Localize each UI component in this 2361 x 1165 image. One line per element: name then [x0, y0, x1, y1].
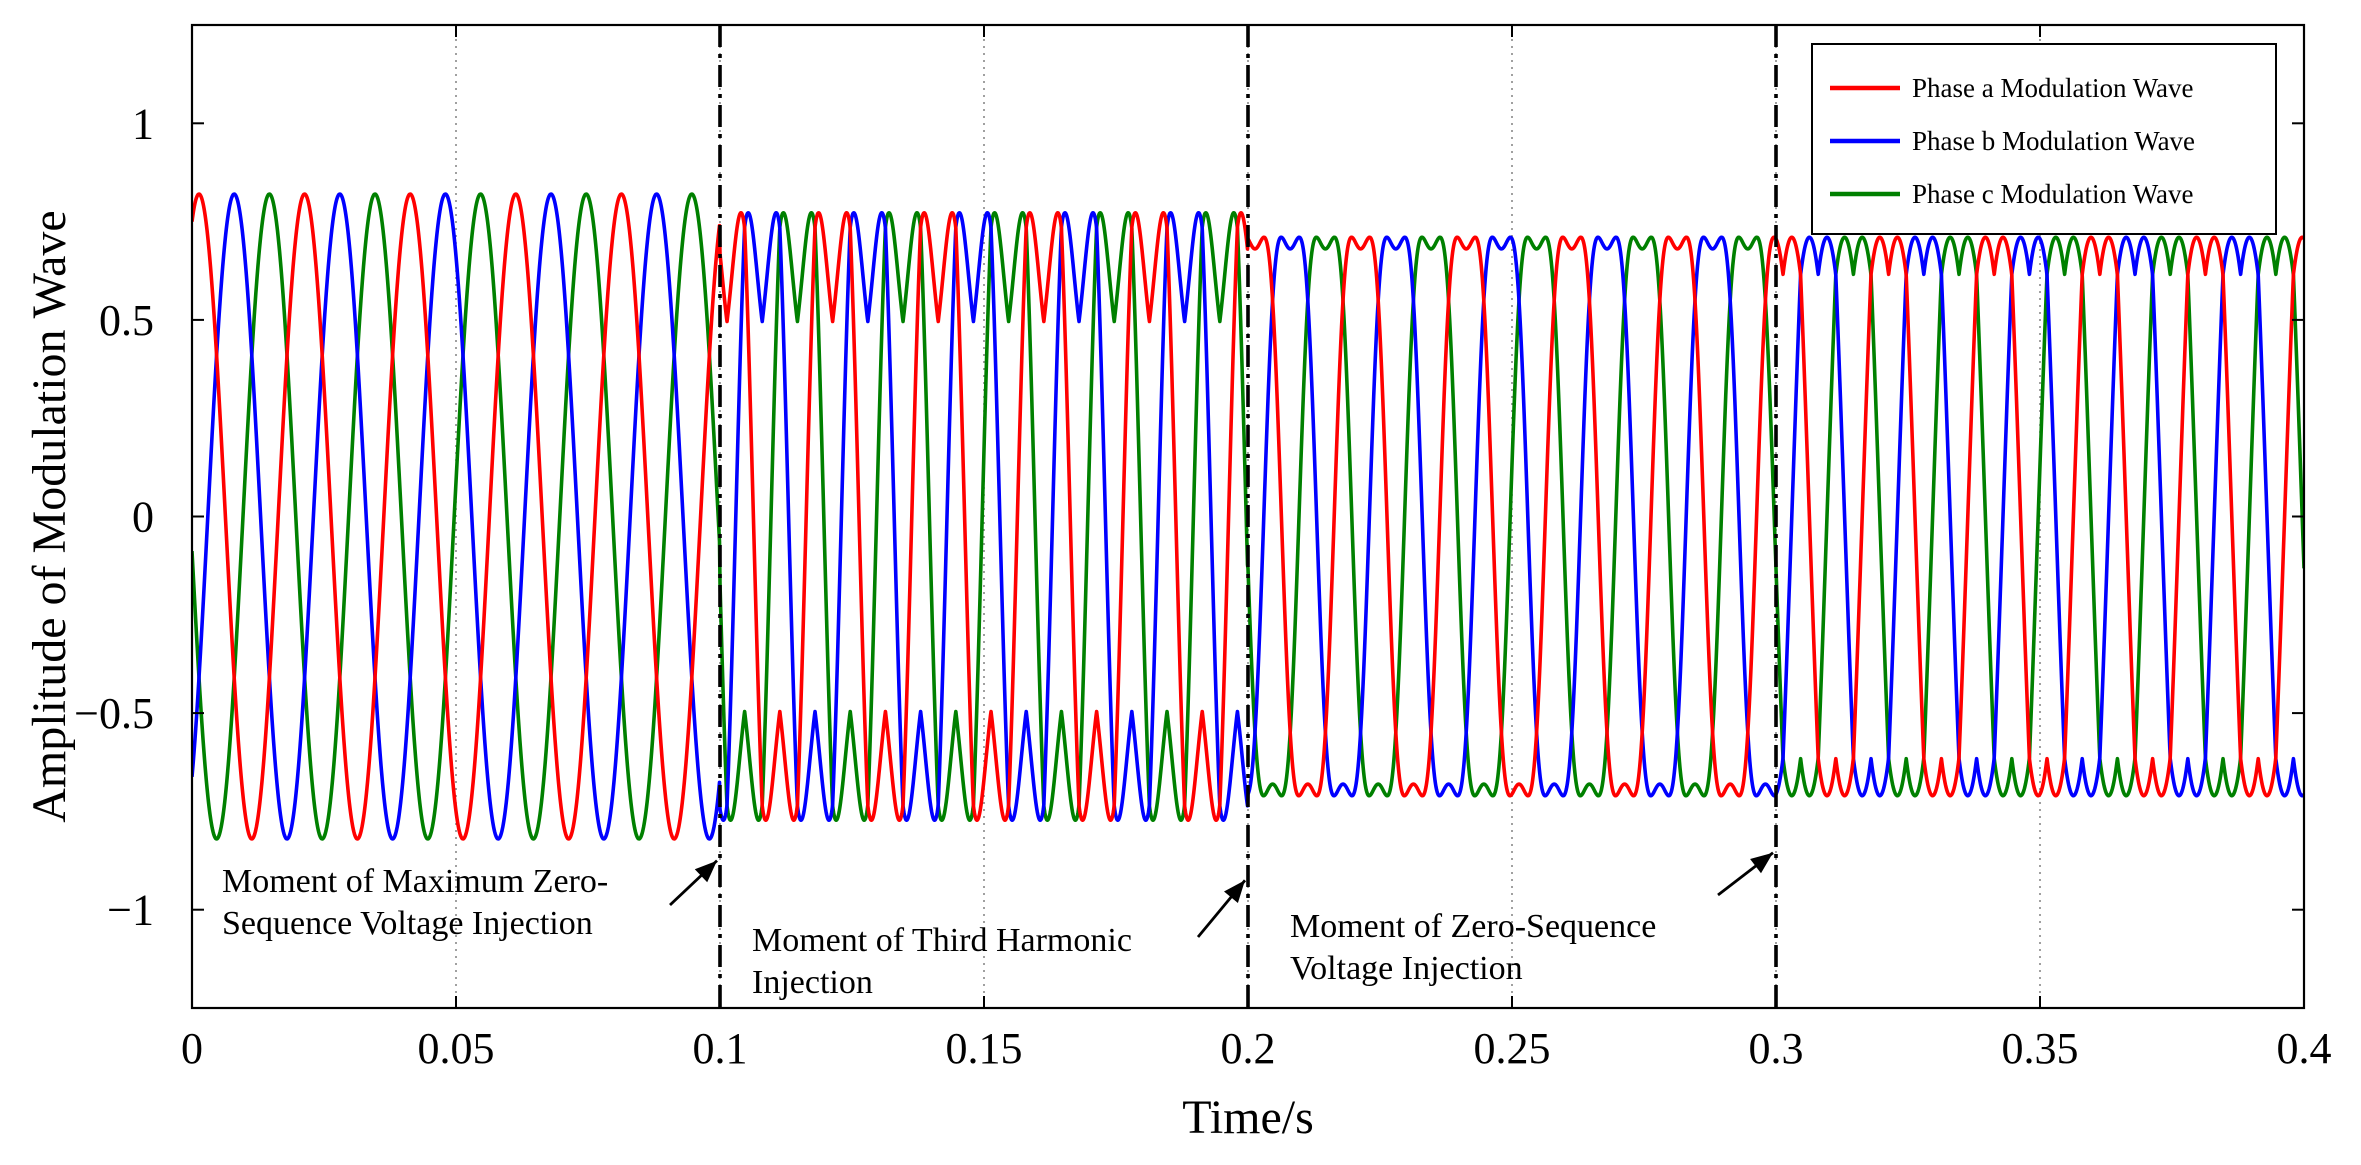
y-tick-label: 0	[132, 493, 154, 542]
x-tick-label: 0.2	[1221, 1024, 1276, 1073]
x-tick-label: 0.25	[1474, 1024, 1551, 1073]
x-tick-label: 0.35	[2002, 1024, 2079, 1073]
annotation-text: Moment of Maximum Zero-	[222, 863, 608, 900]
y-tick-label: −1	[107, 886, 154, 935]
x-tick-label: 0.05	[418, 1024, 495, 1073]
x-tick-label: 0.15	[946, 1024, 1023, 1073]
annotation-arrow-head	[1750, 852, 1773, 874]
legend-entry: Phase a Modulation Wave	[1912, 73, 2194, 103]
x-tick-label: 0.1	[693, 1024, 748, 1073]
y-tick-label: 0.5	[99, 296, 154, 345]
annotation-text: Sequence Voltage Injection	[222, 905, 593, 942]
annotation-text: Moment of Third Harmonic	[752, 922, 1132, 959]
x-tick-label: 0.4	[2277, 1024, 2332, 1073]
y-tick-label: −0.5	[74, 689, 154, 738]
annotation-text: Injection	[752, 964, 873, 1001]
annotation-text: Moment of Zero-Sequence	[1290, 908, 1656, 945]
annotation-arrow-head	[694, 860, 717, 883]
series-line-phase-c	[192, 192, 2304, 841]
y-axis-label: Amplitude of Modulation Wave	[23, 210, 76, 823]
annotation-arrow-head	[1224, 880, 1245, 903]
y-tick-label: 1	[132, 99, 154, 148]
x-axis-label: Time/s	[1182, 1091, 1314, 1144]
legend-entry: Phase b Modulation Wave	[1912, 126, 2195, 156]
x-tick-label: 0.3	[1749, 1024, 1804, 1073]
legend-entry: Phase c Modulation Wave	[1912, 179, 2194, 209]
x-tick-label: 0	[181, 1024, 203, 1073]
annotation-text: Voltage Injection	[1290, 950, 1523, 987]
